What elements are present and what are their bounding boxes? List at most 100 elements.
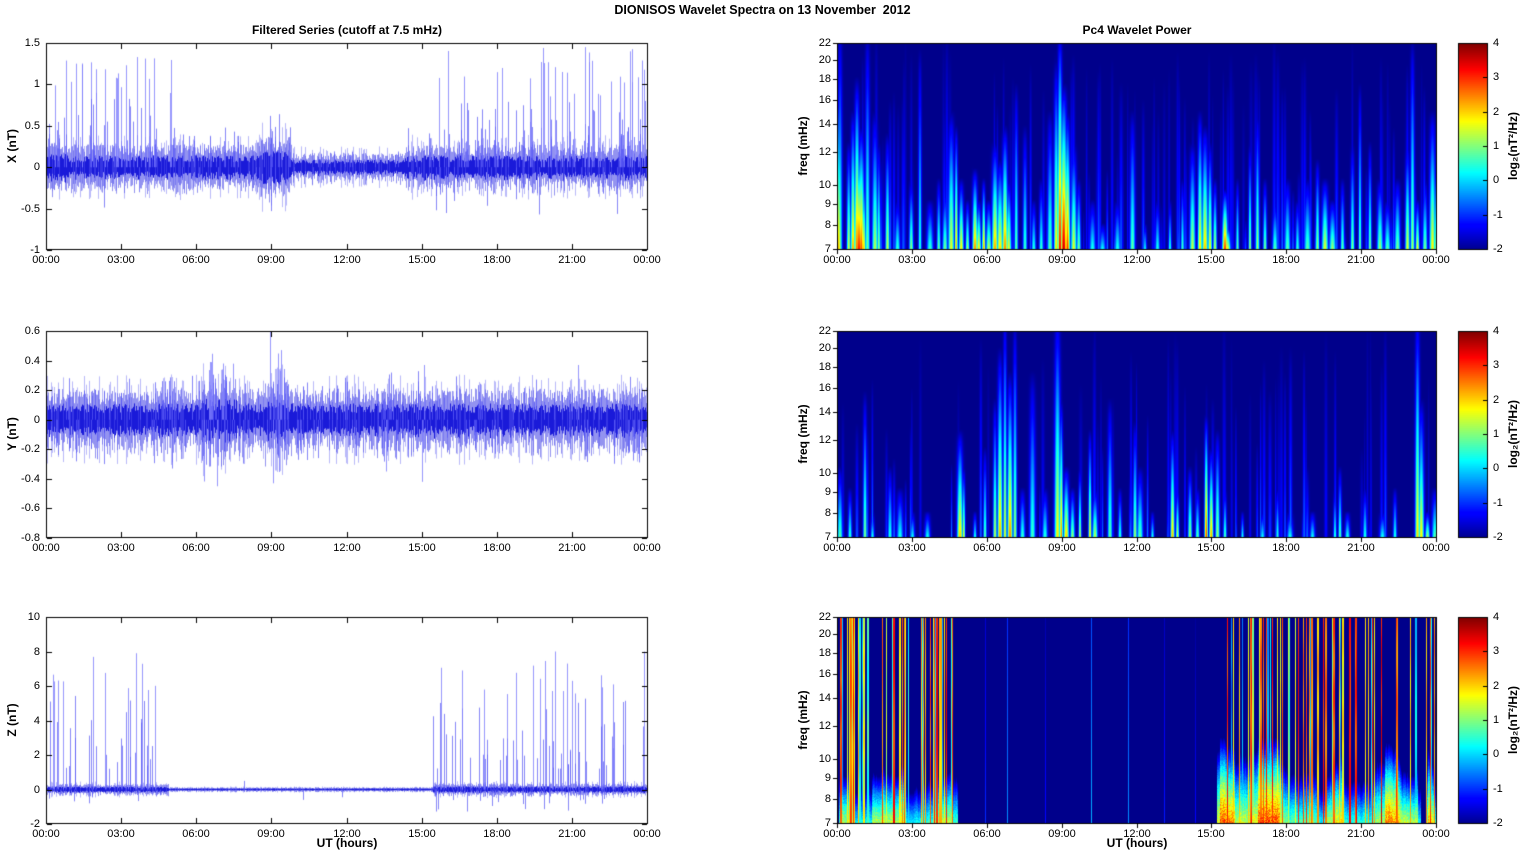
y-tick-label: -0.8 xyxy=(21,532,40,544)
y-tick-label: -0.2 xyxy=(21,443,40,455)
y-tick-label: 0 xyxy=(33,784,40,796)
y-wavelet-spectrogram xyxy=(831,325,1443,544)
x-tick-label: 06:00 xyxy=(182,828,210,840)
freq-tick-label: 12 xyxy=(818,146,831,158)
x-tick-label: 03:00 xyxy=(898,254,926,266)
freq-tick-label: 18 xyxy=(818,647,831,659)
x-tick-label: 15:00 xyxy=(1197,254,1225,266)
y-tick-label: -2 xyxy=(30,818,40,830)
x-tick-label: 00:00 xyxy=(633,254,661,266)
freq-tick-label: 10 xyxy=(818,467,831,479)
x-tick-label: 18:00 xyxy=(483,542,511,554)
x-tick-label: 09:00 xyxy=(257,828,285,840)
x-tick-label: 18:00 xyxy=(1272,828,1300,840)
colorbar-tick-label: 1 xyxy=(1493,428,1500,440)
colorbar-row3 xyxy=(1452,611,1494,830)
freq-tick-label: 20 xyxy=(818,628,831,640)
x-tick-label: 12:00 xyxy=(333,542,361,554)
figure-title: DIONISOS Wavelet Spectra on 13 November … xyxy=(614,3,911,17)
y-tick-label: 0.5 xyxy=(24,120,40,132)
y-tick-label: 10 xyxy=(27,611,40,623)
freq-tick-label: 10 xyxy=(818,753,831,765)
y-tick-label: -0.5 xyxy=(21,203,40,215)
x-tick-label: 15:00 xyxy=(1197,828,1225,840)
x-tick-label: 00:00 xyxy=(32,254,60,266)
colorbar-tick-label: -2 xyxy=(1493,243,1503,255)
y-tick-label: 8 xyxy=(33,646,40,658)
left-column-title: Filtered Series (cutoff at 7.5 mHz) xyxy=(251,23,443,37)
x-filtered-series-plot xyxy=(40,37,654,256)
x-tick-label: 18:00 xyxy=(1272,542,1300,554)
colorbar-tick-label: 1 xyxy=(1493,140,1500,152)
freq-tick-label: 14 xyxy=(818,692,831,704)
x-tick-label: 15:00 xyxy=(408,254,436,266)
freq-tick-label: 18 xyxy=(818,73,831,85)
ut-hours-label-right: UT (hours) xyxy=(1106,836,1168,850)
freq-tick-label: 10 xyxy=(818,179,831,191)
x-tick-label: 00:00 xyxy=(1422,254,1450,266)
x-tick-label: 21:00 xyxy=(558,828,586,840)
x-tick-label: 12:00 xyxy=(1123,542,1151,554)
y-tick-label: -1 xyxy=(30,244,40,256)
freq-tick-label: 16 xyxy=(818,668,831,680)
x-tick-label: 21:00 xyxy=(1347,254,1375,266)
colorbar-tick-label: -1 xyxy=(1493,783,1503,795)
x-tick-label: 21:00 xyxy=(558,542,586,554)
x-tick-label: 06:00 xyxy=(182,254,210,266)
colorbar-tick-label: 2 xyxy=(1493,680,1500,692)
colorbar-tick-label: 0 xyxy=(1493,748,1500,760)
freq-tick-label: 7 xyxy=(824,243,831,255)
y-tick-label: 2 xyxy=(33,749,40,761)
x-tick-label: 06:00 xyxy=(973,542,1001,554)
x-tick-label: 00:00 xyxy=(633,828,661,840)
freq-tick-label: 9 xyxy=(824,772,831,784)
x-tick-label: 09:00 xyxy=(1048,254,1076,266)
x-tick-label: 00:00 xyxy=(633,542,661,554)
colorbar-tick-label: 3 xyxy=(1493,71,1500,83)
freq-tick-label: 7 xyxy=(824,531,831,543)
x-tick-label: 00:00 xyxy=(32,828,60,840)
y-tick-label: 0.6 xyxy=(24,325,40,337)
y-tick-label: 4 xyxy=(33,715,40,727)
colorbar-tick-label: 2 xyxy=(1493,106,1500,118)
x-tick-label: 12:00 xyxy=(333,828,361,840)
x-tick-label: 09:00 xyxy=(1048,828,1076,840)
x-tick-label: 18:00 xyxy=(483,254,511,266)
colorbar-row2 xyxy=(1452,325,1494,544)
freq-tick-label: 9 xyxy=(824,198,831,210)
freq-tick-label: 12 xyxy=(818,720,831,732)
y-tick-label: 6 xyxy=(33,680,40,692)
x-tick-label: 00:00 xyxy=(32,542,60,554)
right-column-title: Pc4 Wavelet Power xyxy=(1082,23,1192,37)
colorbar-tick-label: 0 xyxy=(1493,174,1500,186)
freq-tick-label: 7 xyxy=(824,817,831,829)
y-tick-label: 0 xyxy=(33,161,40,173)
x-tick-label: 06:00 xyxy=(973,828,1001,840)
x-tick-label: 06:00 xyxy=(973,254,1001,266)
colorbar-tick-label: 4 xyxy=(1493,37,1500,49)
freq-tick-label: 8 xyxy=(824,507,831,519)
colorbar-tick-label: -1 xyxy=(1493,209,1503,221)
x-tick-label: 12:00 xyxy=(333,254,361,266)
x-tick-label: 21:00 xyxy=(1347,542,1375,554)
x-tick-label: 03:00 xyxy=(107,542,135,554)
x-tick-label: 15:00 xyxy=(408,542,436,554)
freq-tick-label: 18 xyxy=(818,361,831,373)
x-tick-label: 15:00 xyxy=(408,828,436,840)
colorbar-tick-label: 2 xyxy=(1493,394,1500,406)
z-wavelet-spectrogram xyxy=(831,611,1443,830)
x-tick-label: 12:00 xyxy=(1123,828,1151,840)
x-tick-label: 00:00 xyxy=(1422,828,1450,840)
y-filtered-series-plot xyxy=(40,325,654,544)
freq-tick-label: 8 xyxy=(824,793,831,805)
x-tick-label: 18:00 xyxy=(483,828,511,840)
x-tick-label: 09:00 xyxy=(257,254,285,266)
x-tick-label: 03:00 xyxy=(898,542,926,554)
freq-tick-label: 9 xyxy=(824,486,831,498)
x-wavelet-spectrogram xyxy=(831,37,1443,256)
x-tick-label: 00:00 xyxy=(1422,542,1450,554)
y-tick-label: 0.4 xyxy=(24,355,40,367)
ut-hours-label-left: UT (hours) xyxy=(316,836,378,850)
freq-tick-label: 20 xyxy=(818,54,831,66)
y-tick-label: 0.2 xyxy=(24,384,40,396)
